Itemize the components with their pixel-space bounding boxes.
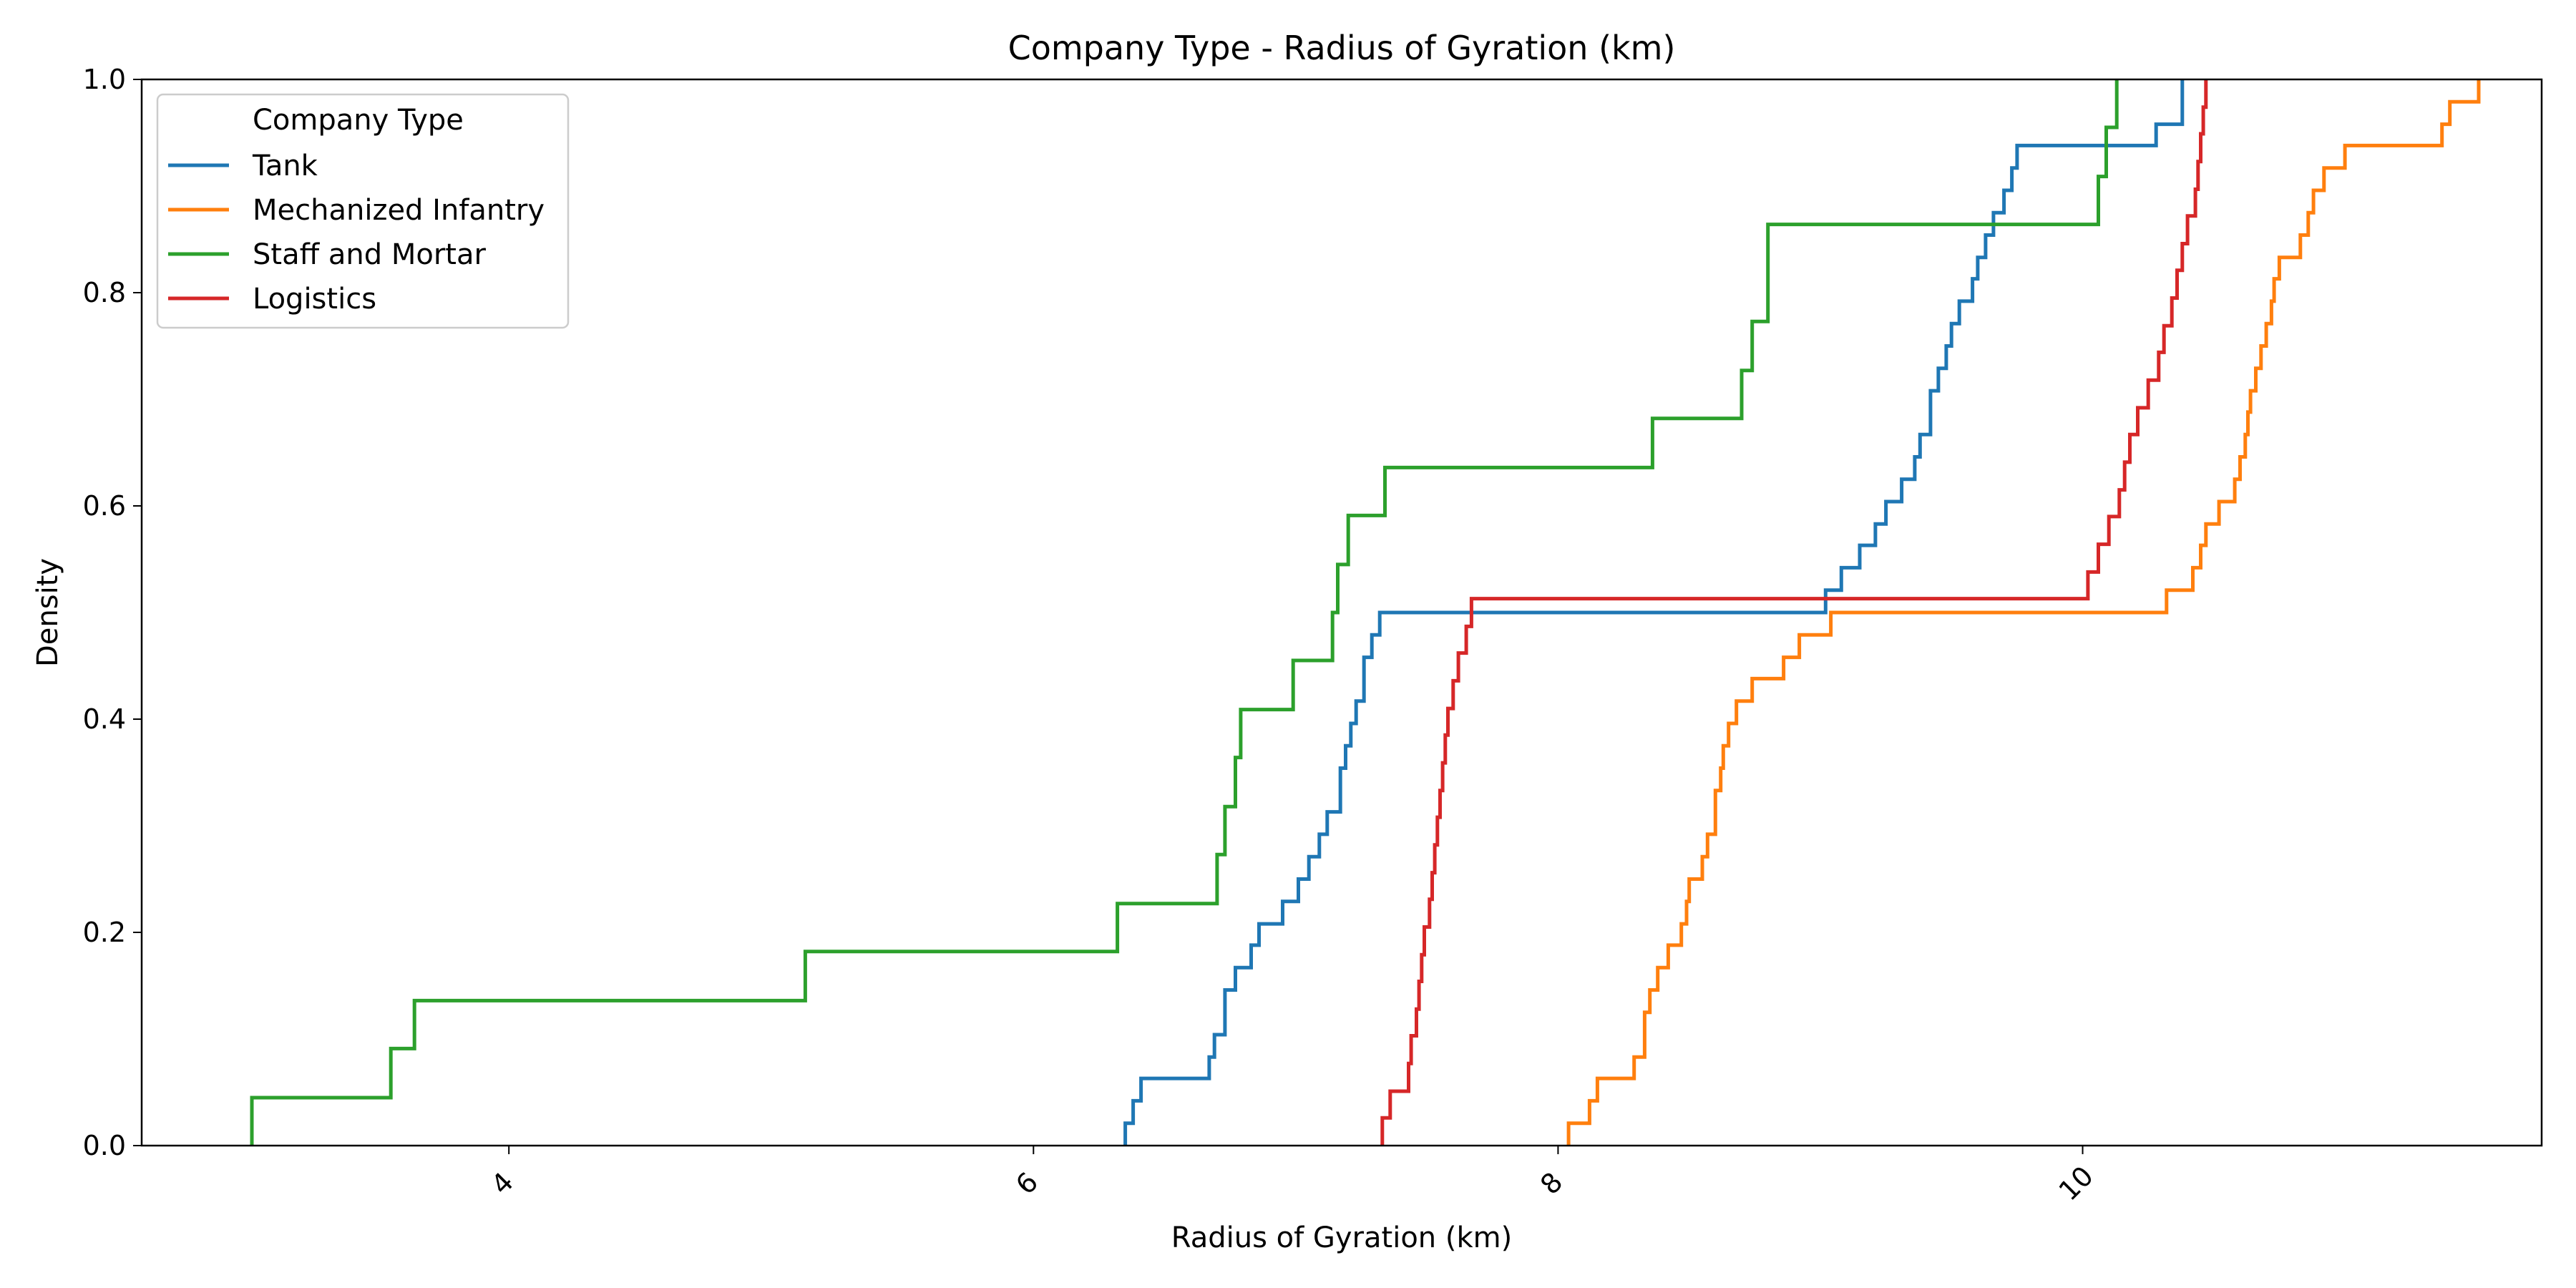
y-axis: 0.0 0.2 0.4 0.6 0.8 1.0 [83,64,142,1161]
legend-box [156,93,570,329]
plot-area [140,78,2543,1147]
x-tick-label: 6 [1010,1166,1044,1201]
x-tick-label: 8 [1534,1166,1568,1201]
chart-title: Company Type - Radius of Gyration (km) [1008,29,1676,67]
y-tick-label: 0.8 [83,277,126,308]
x-axis-label: Radius of Gyration (km) [1171,1221,1512,1254]
legend-label: Staff and Mortar [253,238,486,271]
series-line-0 [1123,79,2185,1146]
legend-label: Logistics [253,283,376,316]
legend-title: Company Type [253,104,464,137]
x-tick-label: 4 [485,1166,519,1201]
series-layer [250,79,2481,1146]
series-line-3 [1380,79,2208,1146]
plot-frame [140,78,2543,1147]
legend-entries: Tank Mechanized Infantry Staff and Mortar L… [168,150,545,316]
y-tick-label: 1.0 [83,64,126,95]
series-line-1 [1566,79,2481,1146]
legend-label: Mechanized Infantry [253,194,545,227]
y-tick-label: 0.2 [83,917,126,948]
x-tick-label: 10 [2053,1160,2099,1206]
y-tick-label: 0.4 [83,703,126,735]
legend: Company Type Tank Mechanized Infantry Staf… [156,93,570,329]
series-line-2 [250,79,2119,1146]
y-axis-label: Density [31,558,64,667]
x-axis: 4 6 8 10 [485,1146,2099,1206]
y-tick-label: 0.6 [83,490,126,522]
y-tick-label: 0.0 [83,1130,126,1161]
legend-label: Tank [252,150,318,182]
